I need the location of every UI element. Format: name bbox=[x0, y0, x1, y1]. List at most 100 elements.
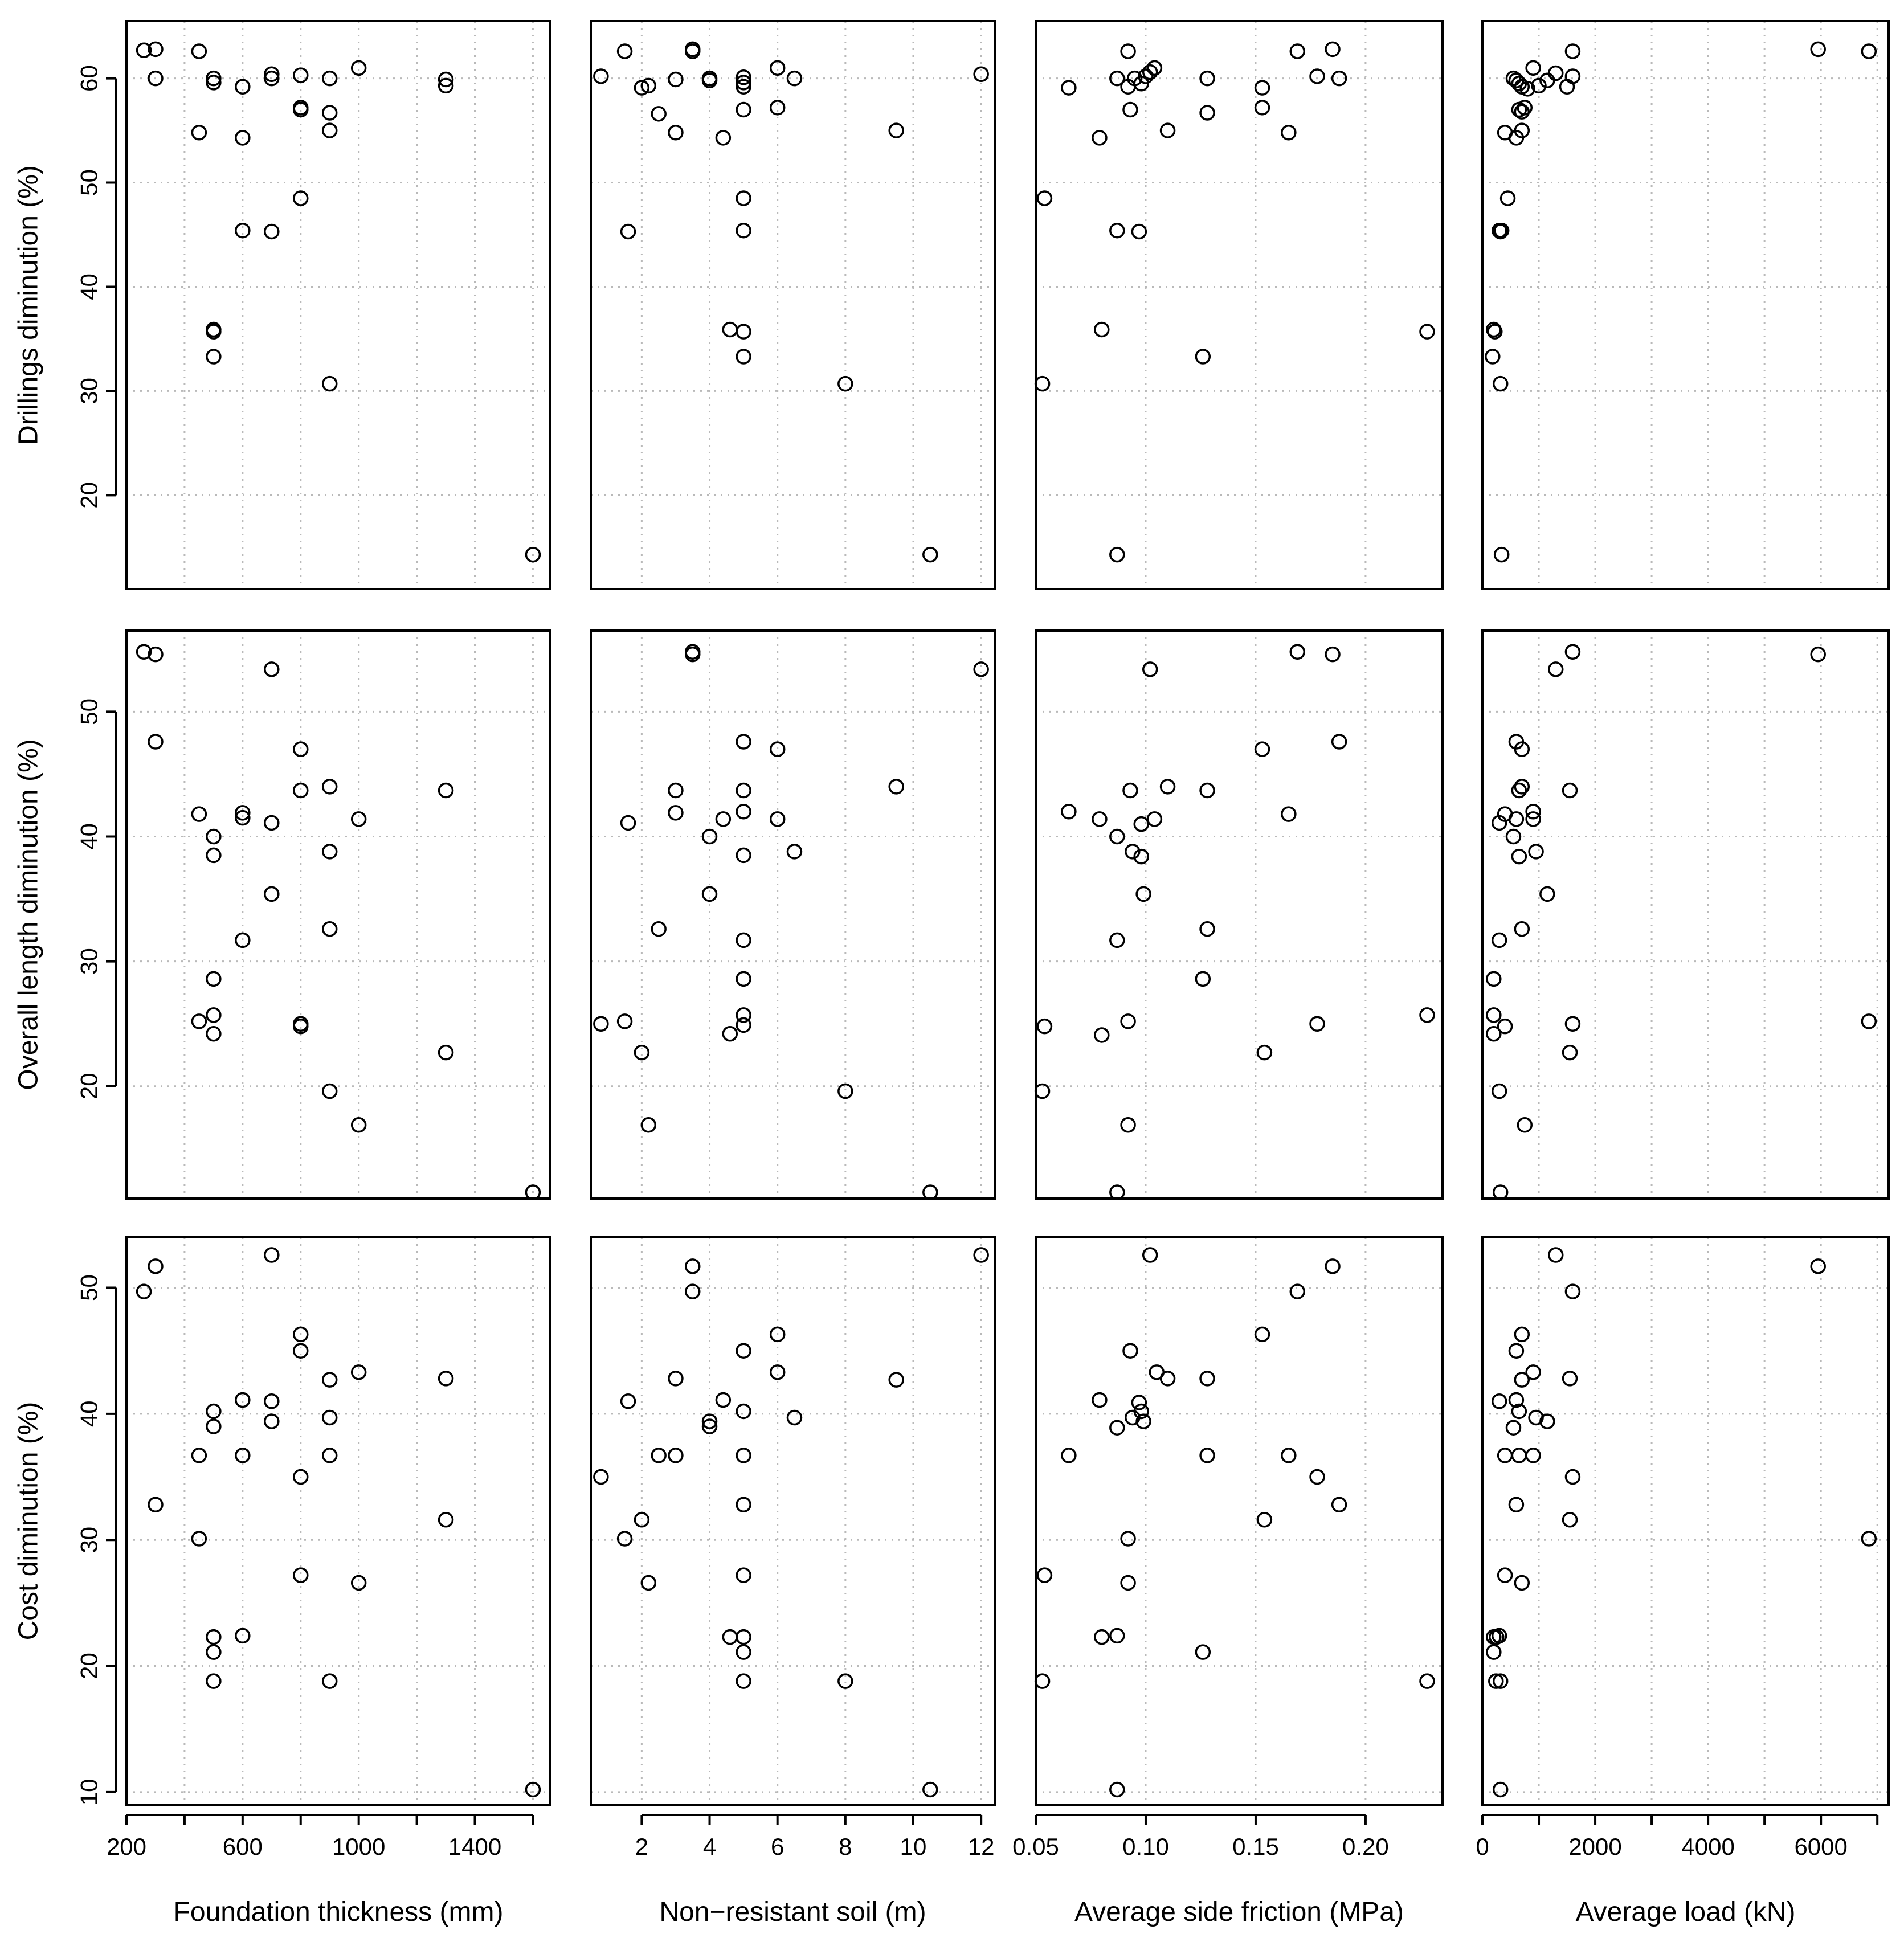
data-point bbox=[293, 741, 309, 757]
y-tick-label: 30 bbox=[76, 948, 103, 975]
panel-r2-c3 bbox=[1481, 1236, 1890, 1806]
data-point bbox=[1517, 1117, 1533, 1133]
y-tick-label: 30 bbox=[76, 378, 103, 404]
x-tick-label: 0.05 bbox=[1012, 1833, 1059, 1860]
data-point bbox=[1497, 1018, 1513, 1035]
data-point bbox=[1564, 1016, 1581, 1032]
x-tick-label: 6000 bbox=[1794, 1833, 1847, 1860]
data-point bbox=[1508, 1497, 1525, 1512]
data-point bbox=[293, 101, 309, 118]
data-point bbox=[1497, 1567, 1513, 1583]
data-point bbox=[1525, 803, 1541, 820]
data-point bbox=[438, 77, 454, 94]
data-point bbox=[736, 803, 751, 820]
x-axis-foundation-thickness-mm: 200 600 1000 1400 Foundation thickness (mm) bbox=[107, 1814, 534, 1927]
data-point bbox=[1511, 848, 1527, 865]
data-point bbox=[1511, 1403, 1527, 1420]
data-point bbox=[736, 1644, 751, 1660]
data-point bbox=[769, 60, 786, 76]
data-point bbox=[973, 661, 989, 677]
data-point bbox=[1131, 223, 1147, 240]
data-point bbox=[715, 811, 732, 827]
y-tick-label: 50 bbox=[76, 169, 103, 196]
data-point bbox=[1564, 1469, 1581, 1485]
data-point bbox=[293, 1326, 309, 1343]
data-point bbox=[634, 1044, 650, 1061]
data-point bbox=[1547, 1247, 1564, 1263]
data-point bbox=[1199, 921, 1215, 937]
data-point bbox=[1125, 844, 1141, 860]
data-point bbox=[1109, 1184, 1125, 1200]
panel-frame bbox=[590, 629, 996, 1200]
data-point bbox=[321, 1083, 338, 1099]
panel-r1-c3 bbox=[1481, 629, 1890, 1200]
data-point bbox=[191, 806, 207, 822]
data-point bbox=[1564, 1283, 1581, 1299]
data-point bbox=[1135, 1413, 1151, 1429]
data-point bbox=[1419, 1007, 1435, 1023]
data-point bbox=[148, 646, 164, 663]
data-point bbox=[736, 1403, 751, 1420]
x-axis-title: Average side friction (MPa) bbox=[1074, 1897, 1404, 1927]
data-point bbox=[1036, 1018, 1053, 1035]
x-tick-label: 0.15 bbox=[1232, 1833, 1279, 1860]
data-point bbox=[1493, 546, 1510, 563]
data-point bbox=[736, 782, 751, 799]
data-point bbox=[1133, 848, 1150, 865]
x-axis-non-resistant-soil-m: 2 4 6 8 10 12 Non−resistant soil (m) bbox=[635, 1814, 995, 1927]
data-point bbox=[1331, 70, 1347, 87]
data-point bbox=[736, 1497, 751, 1512]
data-point bbox=[722, 1026, 738, 1042]
data-point bbox=[1120, 43, 1136, 59]
data-point bbox=[1539, 886, 1555, 902]
data-point bbox=[321, 779, 338, 795]
data-point bbox=[321, 921, 338, 937]
data-point bbox=[235, 222, 251, 239]
panel-r1-c1 bbox=[590, 629, 996, 1200]
panel-frame bbox=[1481, 1236, 1890, 1806]
data-point bbox=[888, 1372, 904, 1388]
data-point bbox=[736, 1673, 751, 1689]
data-point bbox=[321, 1673, 338, 1689]
data-point bbox=[837, 1083, 853, 1099]
data-point bbox=[888, 122, 904, 138]
data-point bbox=[1491, 1083, 1507, 1099]
data-point bbox=[206, 349, 222, 365]
data-point bbox=[206, 1644, 222, 1660]
x-axis-title: Non−resistant soil (m) bbox=[659, 1897, 926, 1927]
data-point bbox=[1092, 130, 1108, 146]
data-point bbox=[736, 222, 751, 239]
data-point bbox=[438, 782, 454, 799]
data-point bbox=[293, 1567, 309, 1583]
data-point bbox=[1109, 1628, 1125, 1644]
data-point bbox=[736, 1007, 751, 1023]
data-point bbox=[1514, 921, 1530, 937]
data-point bbox=[1061, 803, 1077, 820]
data-point bbox=[1514, 1575, 1530, 1591]
data-point bbox=[1810, 41, 1826, 58]
data-point bbox=[1061, 1448, 1077, 1463]
data-point bbox=[1146, 60, 1163, 76]
data-point bbox=[1122, 782, 1138, 799]
data-point bbox=[191, 1531, 207, 1547]
data-point bbox=[1195, 349, 1211, 365]
data-point bbox=[438, 1371, 454, 1387]
y-axis-title: Cost diminution (%) bbox=[14, 1402, 44, 1641]
data-point bbox=[736, 349, 751, 365]
data-point bbox=[1492, 1673, 1509, 1689]
y-tick-label: 20 bbox=[76, 1073, 103, 1099]
data-point bbox=[1034, 375, 1051, 392]
data-point bbox=[1122, 101, 1138, 118]
data-point bbox=[620, 815, 636, 831]
x-tick-label: 1000 bbox=[332, 1833, 385, 1860]
data-point bbox=[206, 828, 222, 845]
data-point bbox=[1199, 1448, 1215, 1463]
data-point bbox=[1499, 190, 1516, 206]
data-point bbox=[620, 223, 636, 240]
data-point bbox=[769, 1364, 786, 1380]
data-point bbox=[1531, 77, 1547, 94]
data-point bbox=[1159, 1371, 1176, 1387]
data-point bbox=[684, 1258, 701, 1274]
data-point bbox=[293, 1343, 309, 1359]
data-point bbox=[1034, 1673, 1051, 1689]
